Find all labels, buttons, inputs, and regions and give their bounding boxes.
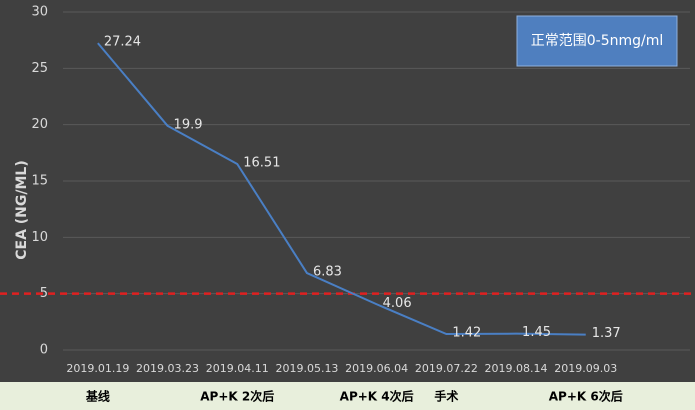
data-label: 4.06 — [383, 296, 412, 311]
y-tick-label: 5 — [40, 286, 48, 301]
x-tick-label: 2019.06.04 — [345, 362, 408, 375]
x-tick-label: 2019.03.23 — [136, 362, 199, 375]
data-label: 1.42 — [452, 326, 481, 341]
x-tick-label: 2019.01.19 — [66, 362, 129, 375]
y-tick-label: 10 — [31, 230, 48, 245]
x-tick-label: 2019.04.11 — [206, 362, 269, 375]
data-label: 16.51 — [243, 155, 280, 170]
y-tick-label: 25 — [31, 61, 48, 76]
y-tick-label: 30 — [31, 5, 48, 20]
phase-label: AP+K 4次后 — [340, 389, 414, 404]
grid: 0 5 10 15 20 25 30 2019.01.19 基线 2019.03.23 2019.0… — [31, 5, 690, 404]
phase-label: 基线 — [85, 389, 110, 404]
y-tick-label: 0 — [40, 343, 48, 358]
x-tick-label: 2019.09.03 — [554, 362, 617, 375]
x-tick-label: 2019.08.14 — [485, 362, 548, 375]
phase-band — [0, 382, 695, 410]
annotation: 正常范围0-5nmg/ml — [531, 32, 664, 49]
phase-label: AP+K 6次后 — [549, 389, 623, 404]
marks: 27.24 19.9 16.51 6.83 4.06 1.42 1.45 1.37 — [0, 35, 695, 341]
data-label: 1.37 — [592, 326, 621, 341]
data-line — [97, 42, 586, 336]
data-label: 19.9 — [174, 117, 203, 132]
x-tick-label: 2019.07.22 — [415, 362, 478, 375]
data-label: 1.45 — [522, 325, 551, 340]
data-label: 27.24 — [104, 35, 141, 50]
annotation-box — [516, 15, 678, 67]
y-tick-label: 15 — [31, 174, 48, 189]
phase-label: AP+K 2次后 — [200, 389, 274, 404]
y-axis-label: CEA (NG/ML) — [14, 160, 30, 260]
data-label: 6.83 — [313, 265, 342, 280]
y-tick-label: 20 — [31, 117, 48, 132]
x-tick-label: 2019.05.13 — [275, 362, 338, 375]
phase-label: 手术 — [434, 389, 458, 404]
